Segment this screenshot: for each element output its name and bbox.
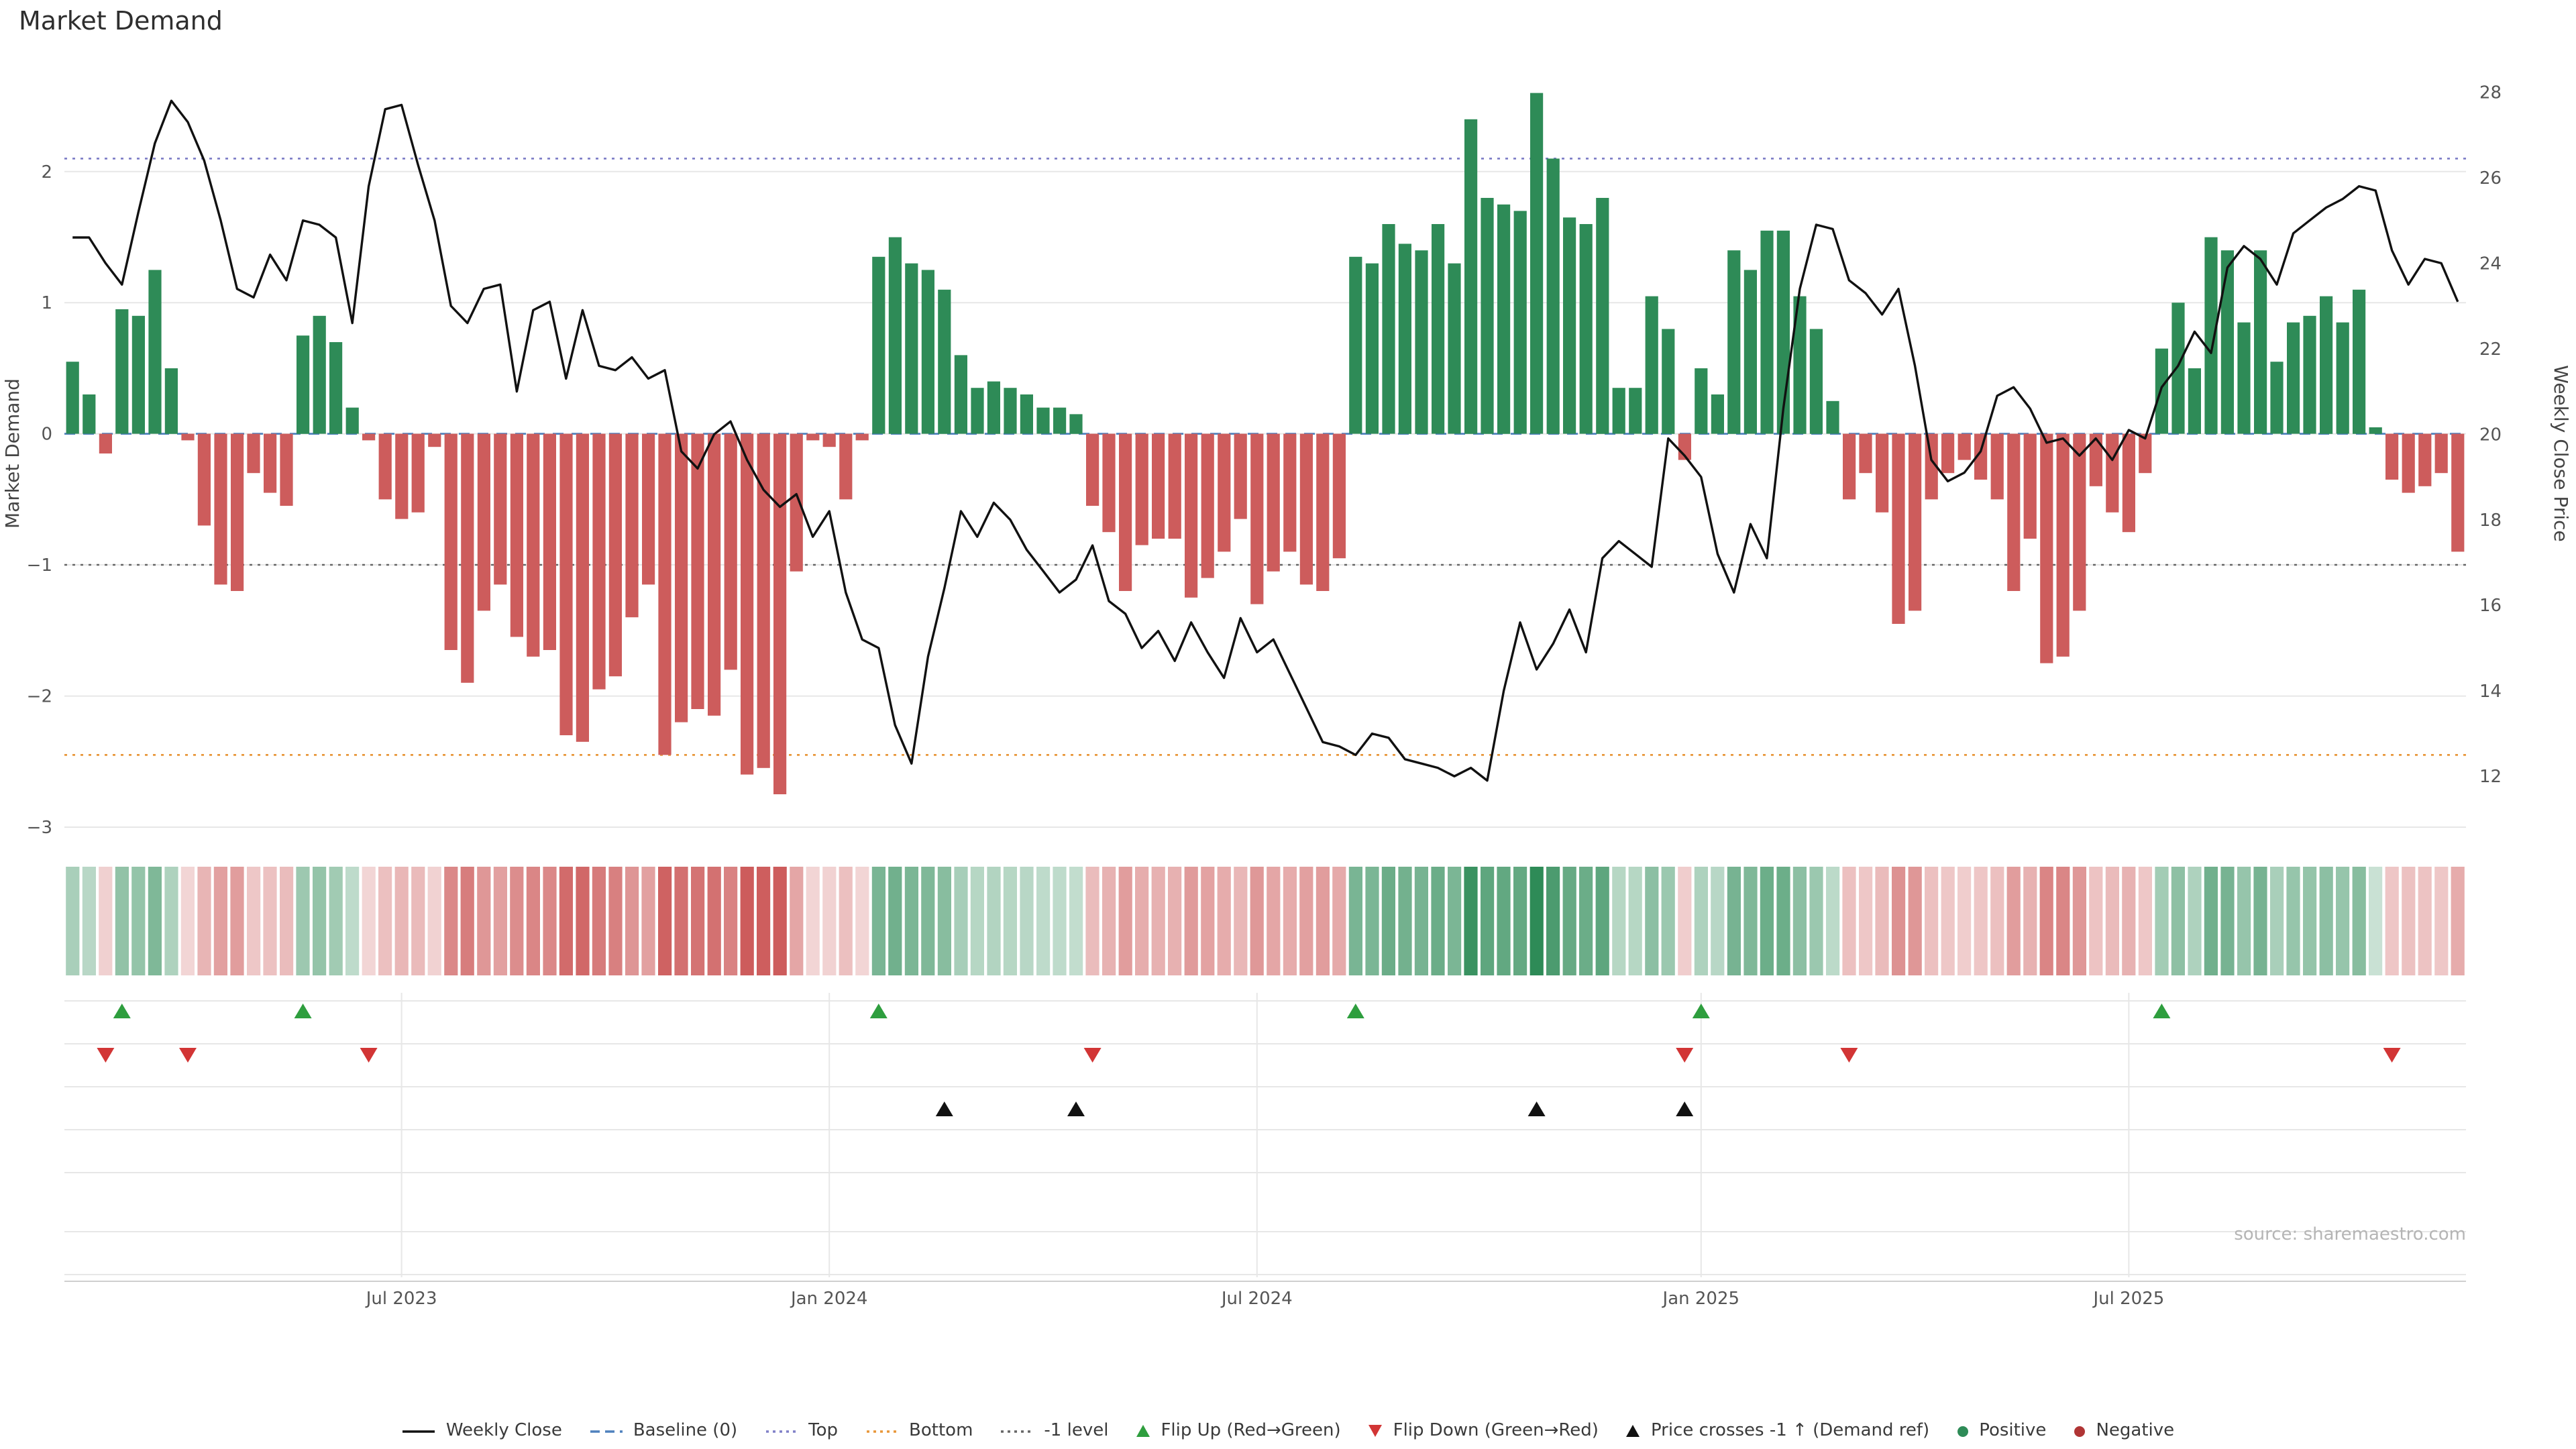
positive-dot-icon (1956, 1424, 1970, 1438)
flip-up-markers (113, 1004, 2171, 1018)
legend-label: Top (808, 1421, 839, 1441)
left-axis-label: Market Demand (1, 378, 23, 529)
svg-text:12: 12 (2479, 767, 2502, 787)
legend-label: Flip Down (Green→Red) (1393, 1421, 1599, 1441)
legend-item: Negative (2073, 1421, 2174, 1441)
svg-text:−1: −1 (27, 555, 52, 576)
svg-text:2: 2 (41, 162, 52, 182)
legend-item: Bottom (865, 1421, 973, 1441)
svg-text:Jul 2024: Jul 2024 (1220, 1289, 1293, 1309)
svg-text:Jul 2023: Jul 2023 (365, 1289, 437, 1309)
negative-dot-icon (2073, 1424, 2086, 1438)
svg-text:22: 22 (2479, 339, 2502, 360)
svg-text:18: 18 (2479, 511, 2502, 531)
demand-bars (66, 93, 2465, 794)
top-dotted-icon (764, 1424, 799, 1438)
flip-down-markers (97, 1048, 2401, 1063)
legend-item: Baseline (0) (589, 1421, 737, 1441)
svg-text:16: 16 (2479, 596, 2502, 616)
legend-item: Flip Down (Green→Red) (1368, 1421, 1599, 1441)
minus1-dotted-icon (1000, 1424, 1034, 1438)
x-axis-ticks: Jul 2023 Jan 2024 Jul 2024 Jan 2025 Jul 2025 (365, 1289, 2165, 1309)
marker-panel-grid (64, 993, 2466, 1277)
svg-text:−3: −3 (27, 818, 52, 838)
right-axis-ticks: 12 14 16 18 20 22 24 26 28 (2479, 83, 2502, 787)
legend-item: Price crosses -1 ↑ (Demand ref) (1625, 1421, 1929, 1441)
legend-item: Weekly Close (402, 1421, 562, 1441)
legend-label: Flip Up (Red→Green) (1161, 1421, 1341, 1441)
flip-down-triangle-icon (1368, 1424, 1384, 1438)
legend-label: Weekly Close (445, 1421, 562, 1441)
weekly-close-line-icon (402, 1424, 437, 1438)
legend-label: Bottom (909, 1421, 973, 1441)
legend-label: Positive (1979, 1421, 2047, 1441)
svg-text:24: 24 (2479, 254, 2502, 274)
legend-label: -1 level (1044, 1421, 1109, 1441)
svg-text:1: 1 (41, 293, 52, 313)
legend-label: Negative (2096, 1421, 2175, 1441)
svg-text:Jan 2024: Jan 2024 (790, 1289, 868, 1309)
price-cross-triangle-icon (1625, 1424, 1642, 1438)
svg-text:−2: −2 (27, 687, 52, 707)
bottom-dotted-icon (865, 1424, 900, 1438)
baseline-dash-icon (589, 1424, 624, 1438)
price-cross-markers (935, 1102, 1694, 1116)
weekly-close-line (72, 99, 2459, 782)
chart-legend: Weekly Close Baseline (0) Top Bottom -1 leve… (0, 1421, 2576, 1441)
legend-item: Top (764, 1421, 838, 1441)
chart-title: Market Demand (19, 7, 223, 36)
legend-item: Flip Up (Red→Green) (1135, 1421, 1341, 1441)
svg-text:0: 0 (41, 425, 52, 445)
svg-text:26: 26 (2479, 168, 2502, 189)
svg-text:Jul 2025: Jul 2025 (2092, 1289, 2164, 1309)
svg-text:20: 20 (2479, 425, 2502, 445)
svg-text:28: 28 (2479, 83, 2502, 103)
legend-label: Price crosses -1 ↑ (Demand ref) (1650, 1421, 1930, 1441)
y-gridlines (64, 170, 2466, 828)
svg-text:Jan 2025: Jan 2025 (1662, 1289, 1740, 1309)
source-text: source: sharemaestro.com (2234, 1224, 2466, 1244)
legend-item: Positive (1956, 1421, 2046, 1441)
demand-heatmap-strip (66, 867, 2465, 975)
svg-text:14: 14 (2479, 682, 2502, 702)
legend-item: -1 level (1000, 1421, 1108, 1441)
legend-label: Baseline (0) (633, 1421, 738, 1441)
left-axis-ticks: −3 −2 −1 0 1 2 (27, 162, 52, 838)
right-axis-label: Weekly Close Price (2550, 365, 2572, 541)
flip-up-triangle-icon (1135, 1424, 1151, 1438)
